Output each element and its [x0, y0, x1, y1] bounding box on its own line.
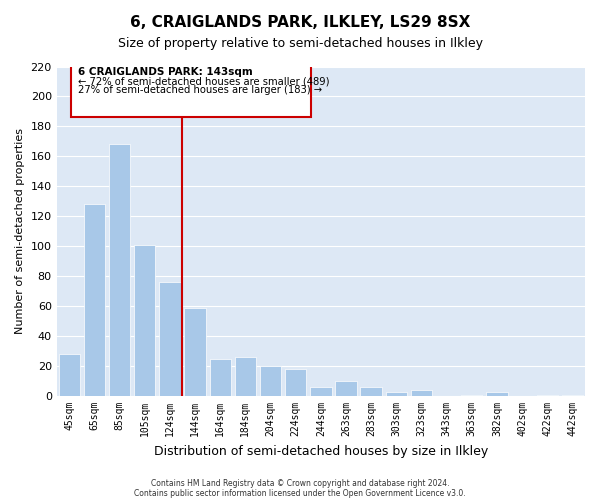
- Text: 27% of semi-detached houses are larger (183) →: 27% of semi-detached houses are larger (…: [78, 85, 322, 95]
- Text: Contains public sector information licensed under the Open Government Licence v3: Contains public sector information licen…: [134, 488, 466, 498]
- Bar: [184, 308, 206, 396]
- Bar: [335, 381, 356, 396]
- Text: 6, CRAIGLANDS PARK, ILKLEY, LS29 8SX: 6, CRAIGLANDS PARK, ILKLEY, LS29 8SX: [130, 15, 470, 30]
- Bar: [285, 369, 307, 396]
- Bar: [159, 282, 181, 396]
- Bar: [209, 358, 231, 396]
- Bar: [71, 64, 311, 118]
- Bar: [536, 394, 558, 396]
- Bar: [461, 394, 482, 396]
- Bar: [562, 394, 583, 396]
- Bar: [59, 354, 80, 396]
- Text: ← 72% of semi-detached houses are smaller (489): ← 72% of semi-detached houses are smalle…: [78, 76, 329, 86]
- Bar: [361, 387, 382, 396]
- Y-axis label: Number of semi-detached properties: Number of semi-detached properties: [15, 128, 25, 334]
- Bar: [109, 144, 130, 396]
- Text: Size of property relative to semi-detached houses in Ilkley: Size of property relative to semi-detach…: [118, 38, 482, 51]
- Bar: [386, 392, 407, 396]
- Text: 6 CRAIGLANDS PARK: 143sqm: 6 CRAIGLANDS PARK: 143sqm: [78, 67, 253, 77]
- Bar: [260, 366, 281, 396]
- X-axis label: Distribution of semi-detached houses by size in Ilkley: Distribution of semi-detached houses by …: [154, 444, 488, 458]
- Bar: [134, 245, 155, 396]
- Bar: [84, 204, 105, 396]
- Bar: [235, 357, 256, 396]
- Bar: [486, 392, 508, 396]
- Bar: [310, 387, 332, 396]
- Text: Contains HM Land Registry data © Crown copyright and database right 2024.: Contains HM Land Registry data © Crown c…: [151, 478, 449, 488]
- Bar: [411, 390, 432, 396]
